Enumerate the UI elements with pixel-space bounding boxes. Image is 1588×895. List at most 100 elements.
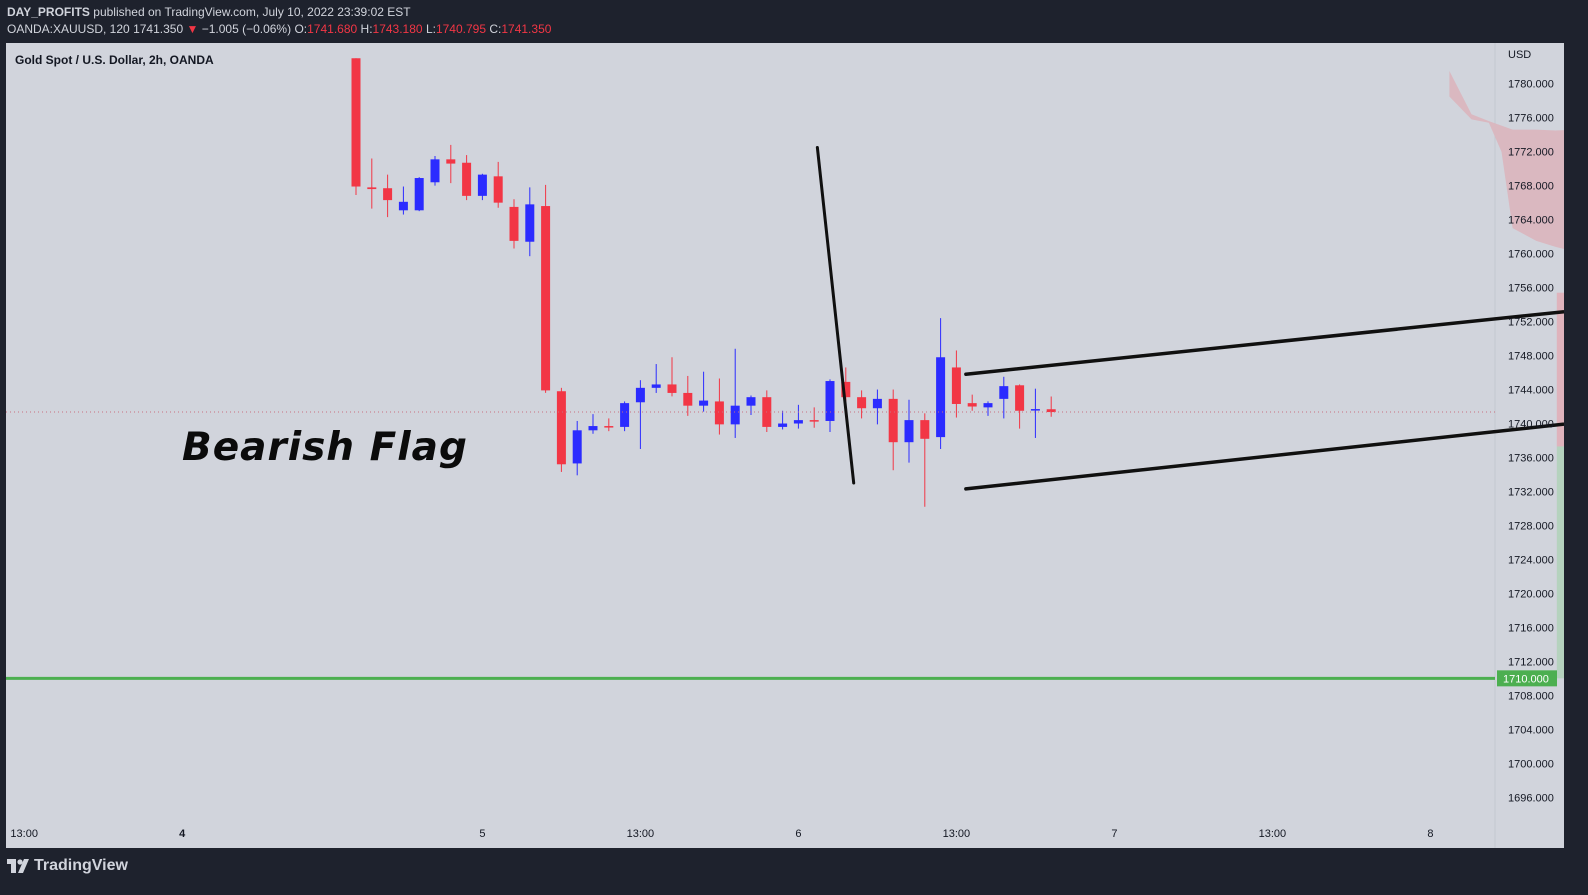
candle-body	[477, 174, 487, 196]
y-axis-tick-label: 1696.000	[1508, 792, 1554, 804]
x-axis-tick-label: 8	[1427, 828, 1433, 840]
candle-body	[651, 384, 661, 388]
y-axis-tick-label: 1724.000	[1508, 554, 1554, 566]
close-value: 1741.350	[501, 22, 552, 36]
candle-body	[667, 384, 677, 393]
y-axis-tick-label: 1700.000	[1508, 758, 1554, 770]
x-axis-tick-label: 6	[795, 828, 801, 840]
tradingview-brand[interactable]: TradingView	[7, 857, 128, 875]
low-label: L:	[425, 22, 436, 36]
x-axis-tick-label: 13:00	[10, 828, 38, 840]
candle-body	[509, 206, 519, 241]
y-axis-tick-label: 1728.000	[1508, 520, 1554, 532]
candle-body	[367, 187, 377, 190]
bearish-flag-annotation[interactable]: Bearish Flag	[182, 425, 468, 470]
x-axis-tick-label: 4	[179, 828, 186, 840]
candle-body	[746, 397, 756, 406]
tradingview-logo-icon	[7, 859, 29, 873]
y-axis-tick-label: 1748.000	[1508, 351, 1554, 363]
candle-body	[809, 420, 819, 422]
price-chart[interactable]: 1780.000 1776.000 1772.000 1768.000 1764.000…	[6, 43, 1564, 848]
y-axis-tick-label: 1772.000	[1508, 147, 1554, 159]
x-axis-tick-label: 13:00	[1259, 828, 1287, 840]
candle-body	[936, 357, 946, 438]
candle-body	[983, 403, 993, 408]
candle-body	[462, 162, 472, 196]
candle-body	[588, 426, 598, 431]
candle-body	[446, 159, 456, 164]
chart-footer: TradingView	[0, 848, 1588, 895]
publisher-name[interactable]: DAY_PROFITS	[7, 5, 90, 19]
x-axis-tick-label: 5	[479, 828, 485, 840]
candle-body	[383, 188, 393, 201]
candle-body	[714, 401, 724, 425]
y-axis-tick-label: 1740.000	[1508, 419, 1554, 431]
target-price-label-box	[1497, 670, 1557, 687]
ohlc-legend: OANDA:XAUUSD, 120 1741.350 ▼ −1.005 (−0.…	[7, 22, 551, 36]
candle-body	[872, 398, 882, 409]
candle-body	[967, 403, 977, 407]
symbol-interval[interactable]: OANDA:XAUUSD, 120	[7, 22, 130, 36]
x-axis-tick-label: 13:00	[943, 828, 971, 840]
chart-title: Gold Spot / U.S. Dollar, 2h, OANDA	[15, 53, 214, 67]
x-axis-tick-label: 13:00	[627, 828, 655, 840]
candle-body	[430, 159, 440, 183]
target-price-label: 1710.000	[1503, 673, 1549, 685]
candle-body	[999, 386, 1009, 399]
candle-body	[572, 430, 582, 464]
x-axis-tick-label: 7	[1111, 828, 1117, 840]
candle-body	[525, 204, 535, 242]
candle-body	[398, 201, 408, 211]
ichimoku-cloud	[1449, 71, 1564, 249]
high-label: H:	[360, 22, 373, 36]
y-axis-tick-label: 1708.000	[1508, 690, 1554, 702]
y-axis-tick-label: 1720.000	[1508, 588, 1554, 600]
y-axis-tick-label: 1760.000	[1508, 249, 1554, 261]
y-axis-tick-label: 1736.000	[1508, 452, 1554, 464]
y-axis-tick-label: 1776.000	[1508, 113, 1554, 125]
low-value: 1740.795	[435, 22, 487, 36]
candle-body	[841, 381, 851, 398]
candle-body	[1015, 385, 1025, 411]
candle-body	[793, 420, 803, 424]
take-profit-zone	[1556, 446, 1564, 679]
chart-pane[interactable]: 1780.000 1776.000 1772.000 1768.000 1764.000…	[6, 43, 1564, 848]
close-label: C:	[489, 22, 502, 36]
y-axis-tick-label: 1732.000	[1508, 486, 1554, 498]
candle-body	[904, 420, 914, 443]
candle-body	[730, 405, 740, 425]
open-value: 1741.680	[307, 22, 358, 36]
candle-body	[414, 178, 424, 211]
flag-lower-line	[964, 422, 1564, 491]
y-axis-tick-label: 1756.000	[1508, 283, 1554, 295]
y-axis-tick-label: 1712.000	[1508, 656, 1554, 668]
candle-body	[778, 423, 788, 427]
y-axis-tick-label: 1704.000	[1508, 724, 1554, 736]
candle-body	[1046, 409, 1056, 413]
candle-body	[825, 381, 835, 421]
candle-body	[620, 403, 630, 427]
candle-body	[351, 58, 361, 187]
publication-line: DAY_PROFITS published on TradingView.com…	[7, 5, 411, 19]
candle-body	[635, 387, 645, 403]
candle-body	[556, 391, 566, 465]
candle-body	[683, 392, 693, 406]
candle-body	[493, 176, 503, 203]
candle-body	[604, 426, 614, 428]
price-change: −1.005 (−0.06%)	[201, 22, 292, 36]
stop-loss-zone	[1556, 292, 1564, 447]
published-text: published on TradingView.com, July 10, 2…	[93, 5, 411, 19]
y-axis-tick-label: 1744.000	[1508, 385, 1554, 397]
down-arrow-icon: ▼	[186, 22, 199, 36]
flagpole-line	[815, 145, 856, 485]
y-axis-tick-label: 1780.000	[1508, 79, 1554, 91]
open-label: O:	[294, 22, 308, 36]
y-axis-tick-label: 1716.000	[1508, 622, 1554, 634]
candle-body	[951, 367, 961, 404]
candle-body	[888, 398, 898, 443]
flag-upper-line	[964, 309, 1564, 376]
chart-header: DAY_PROFITS published on TradingView.com…	[0, 0, 1588, 42]
candle-body	[920, 420, 930, 439]
currency-label[interactable]: USD	[1508, 49, 1532, 61]
high-value: 1743.180	[372, 22, 423, 36]
